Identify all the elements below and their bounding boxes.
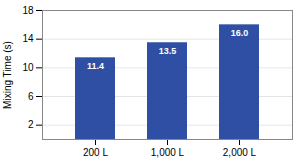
svg-text:1,000 L: 1,000 L [151, 147, 185, 158]
svg-text:11.4: 11.4 [87, 61, 104, 71]
svg-text:18: 18 [22, 5, 34, 16]
svg-text:10: 10 [22, 62, 34, 73]
svg-text:13.5: 13.5 [159, 46, 177, 56]
svg-text:16.0: 16.0 [231, 28, 249, 38]
svg-text:2,000 L: 2,000 L [223, 147, 257, 158]
svg-text:14: 14 [22, 33, 34, 44]
svg-text:2: 2 [28, 119, 34, 130]
svg-text:Mixing Time (s): Mixing Time (s) [2, 41, 13, 109]
svg-text:200 L: 200 L [83, 147, 108, 158]
svg-text:6: 6 [28, 91, 34, 102]
